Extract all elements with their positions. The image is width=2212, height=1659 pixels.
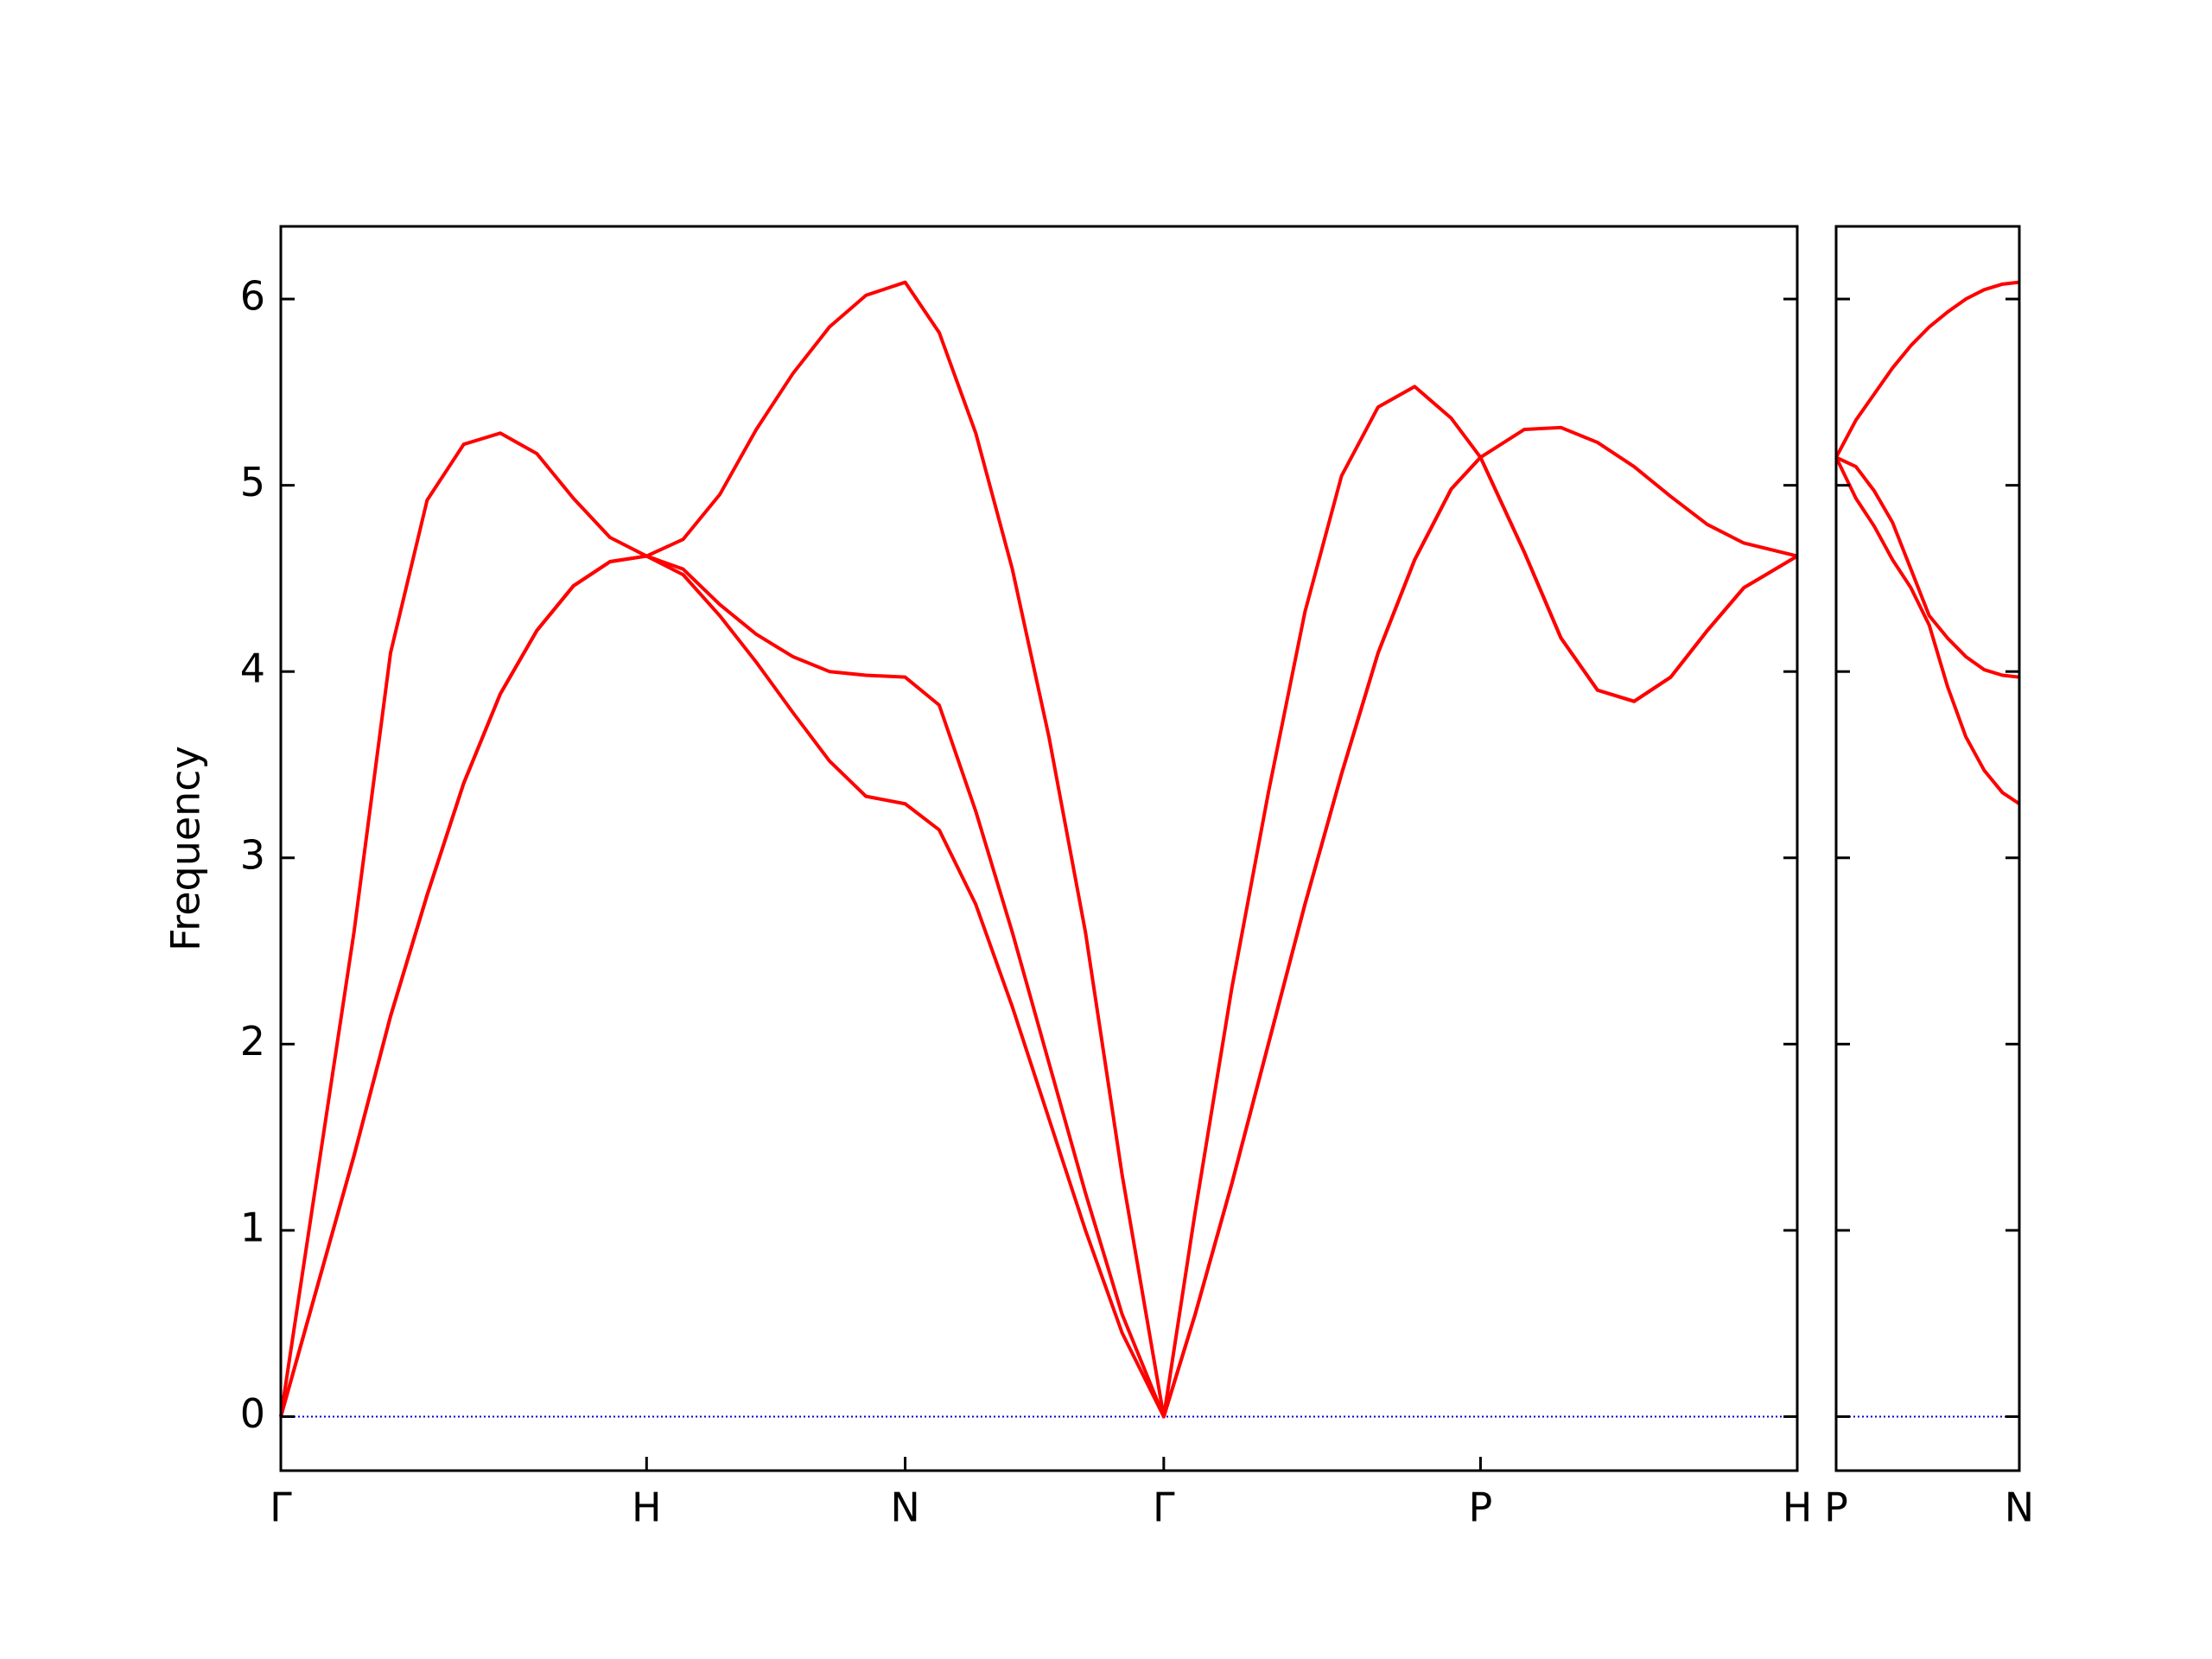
y-tick-label: 6 bbox=[240, 273, 265, 320]
x-tick-label: N bbox=[2005, 1484, 2034, 1531]
y-tick-label: 2 bbox=[240, 1018, 265, 1065]
y-tick-label: 4 bbox=[240, 645, 265, 692]
band-line bbox=[279, 280, 1798, 1419]
x-tick-label: N bbox=[890, 1484, 919, 1531]
x-tick-label: Γ bbox=[1153, 1484, 1175, 1531]
y-tick-label: 5 bbox=[240, 459, 265, 505]
y-tick-label: 0 bbox=[240, 1390, 265, 1437]
x-tick-label: H bbox=[1783, 1484, 1813, 1531]
x-tick-label: P bbox=[1824, 1484, 1848, 1531]
y-axis-label: Frequency bbox=[162, 746, 209, 951]
band-line bbox=[1834, 280, 2020, 459]
x-tick-label: P bbox=[1469, 1484, 1493, 1531]
y-tick-label: 1 bbox=[240, 1204, 265, 1250]
plot-frame bbox=[279, 225, 1799, 1472]
band-line bbox=[1834, 456, 2021, 805]
band-line bbox=[279, 455, 1799, 1419]
x-tick-label: Γ bbox=[270, 1484, 292, 1531]
y-tick-label: 3 bbox=[240, 831, 265, 878]
x-tick-label: H bbox=[632, 1484, 662, 1531]
plot-frame bbox=[1834, 225, 2021, 1472]
band-line bbox=[1835, 455, 2020, 679]
